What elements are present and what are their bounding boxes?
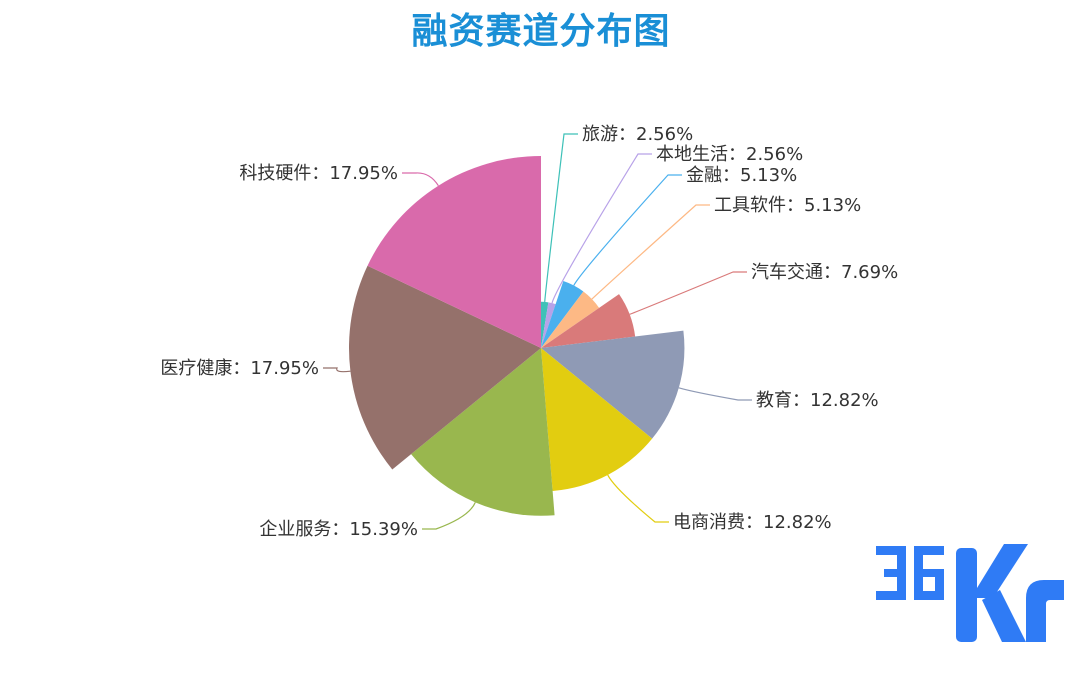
- pie-slice: [541, 348, 653, 491]
- pie-slice: [541, 302, 556, 348]
- slice-label: 汽车交通：7.69%: [751, 262, 898, 283]
- slice-label: 医疗健康：17.95%: [160, 358, 319, 379]
- pie-slice: [541, 291, 600, 348]
- leader-line: [551, 153, 652, 304]
- leader-line: [607, 474, 669, 523]
- pie-slice: [541, 330, 685, 439]
- leader-line: [629, 271, 747, 315]
- slice-label: 工具软件：5.13%: [714, 195, 861, 216]
- leader-line: [323, 367, 351, 373]
- pie-slice: [541, 301, 549, 348]
- slice-label: 旅游：2.56%: [582, 124, 693, 145]
- pie-slice: [541, 281, 584, 348]
- leader-line: [678, 387, 752, 401]
- pie-slice: [348, 265, 541, 470]
- pie-slice: [541, 294, 636, 348]
- slice-label: 电商消费：12.82%: [673, 512, 832, 533]
- chart-title: 融资赛道分布图: [411, 11, 671, 52]
- slice-label: 教育：12.82%: [756, 390, 879, 411]
- pie-slice: [411, 348, 555, 516]
- leader-line: [591, 204, 710, 300]
- leader-line: [422, 502, 476, 530]
- leader-line: [402, 172, 439, 187]
- slice-label: 科技硬件：17.95%: [239, 163, 398, 184]
- slice-label: 金融：5.13%: [686, 165, 797, 186]
- brand-logo-36kr: [876, 544, 1064, 642]
- slice-label: 企业服务：15.39%: [259, 519, 418, 540]
- pie-slice: [367, 156, 541, 348]
- leader-line: [544, 133, 578, 302]
- leader-line: [573, 174, 682, 286]
- slice-label: 本地生活：2.56%: [656, 144, 803, 165]
